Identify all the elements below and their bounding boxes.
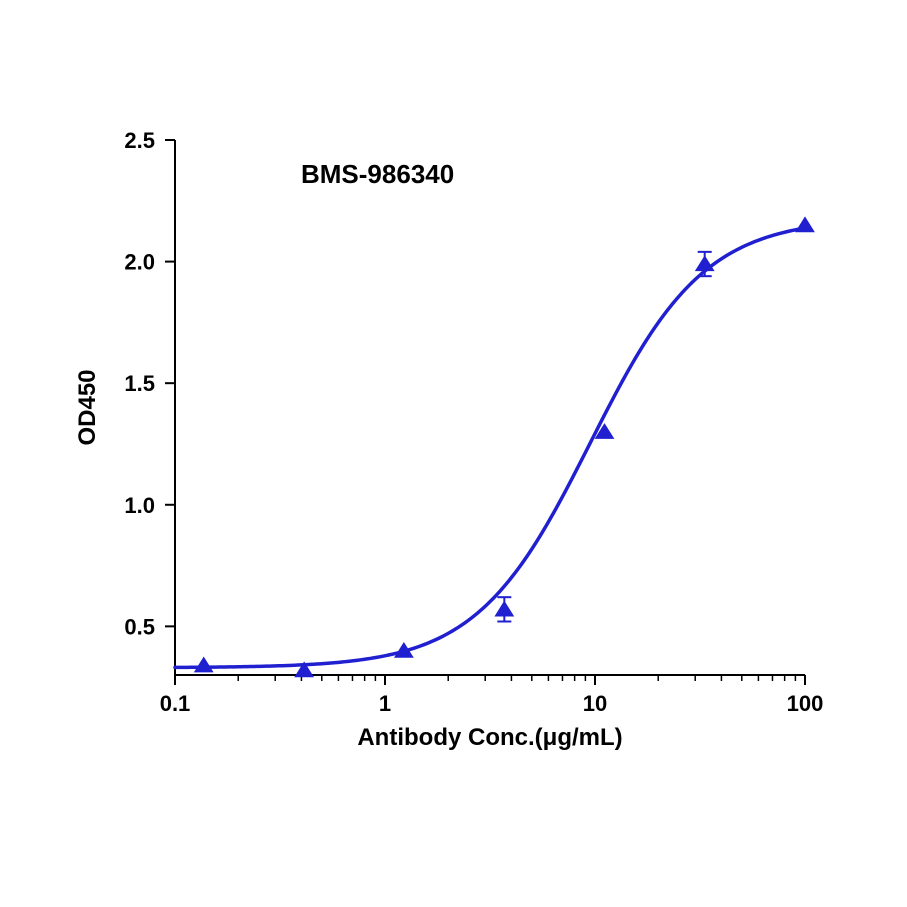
y-tick-label: 2.5 <box>124 128 155 153</box>
x-tick-label: 100 <box>787 691 824 716</box>
series-title: BMS-986340 <box>301 159 454 189</box>
y-axis-label: OD450 <box>74 369 101 445</box>
y-tick-label: 1.0 <box>124 493 155 518</box>
x-tick-label: 0.1 <box>160 691 191 716</box>
y-tick-label: 1.5 <box>124 371 155 396</box>
y-tick-label: 2.0 <box>124 250 155 275</box>
chart-svg: 0.1 1 10 100 0.5 1.0 1.5 2.0 2.5 Antibody Conc.(μ… <box>0 0 907 907</box>
x-tick-label: 10 <box>583 691 607 716</box>
x-tick-label: 1 <box>379 691 391 716</box>
fit-curve <box>175 228 805 667</box>
data-marker <box>696 256 714 270</box>
data-marker <box>195 657 213 671</box>
x-axis-label: Antibody Conc.(μg/mL) <box>357 724 622 751</box>
data-marker <box>796 217 814 231</box>
data-marker <box>495 602 513 616</box>
y-tick-label: 0.5 <box>124 614 155 639</box>
dose-response-chart: 0.1 1 10 100 0.5 1.0 1.5 2.0 2.5 Antibody Conc.(μ… <box>0 0 907 907</box>
